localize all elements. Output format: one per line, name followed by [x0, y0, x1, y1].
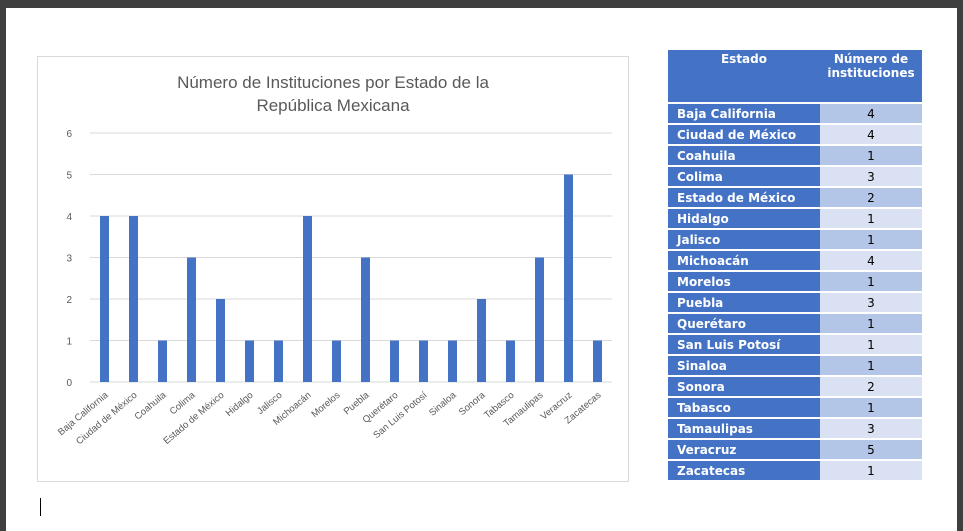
text-cursor [40, 498, 41, 516]
bar [274, 340, 283, 382]
table-cell-estado: Sinaloa [668, 356, 820, 375]
bar [332, 340, 341, 382]
table-header-row: Estado Número de instituciones [668, 50, 922, 102]
x-tick-label: Hidalgo [224, 390, 256, 419]
chart-title-line-1: Número de Instituciones por Estado de la [177, 73, 489, 92]
bar [448, 340, 457, 382]
table-cell-estado: Hidalgo [668, 209, 820, 228]
table-row: Estado de México 2 [668, 188, 922, 207]
chart-title-line-2: República Mexicana [256, 96, 410, 115]
bar-chart: 0 1 2 3 4 5 6 Baja California Ciudad de México Co… [37, 56, 629, 482]
table-cell-numero: 1 [820, 209, 922, 228]
table-cell-numero: 1 [820, 461, 922, 480]
y-tick-label: 2 [66, 295, 72, 306]
table-cell-numero: 3 [820, 167, 922, 186]
table-cell-estado: Zacatecas [668, 461, 820, 480]
table-cell-estado: Veracruz [668, 440, 820, 459]
table-row: Querétaro 1 [668, 314, 922, 333]
table-cell-numero: 2 [820, 188, 922, 207]
table-cell-numero: 1 [820, 335, 922, 354]
bar [506, 340, 515, 382]
table-cell-numero: 4 [820, 104, 922, 123]
bar [564, 174, 573, 382]
bar [361, 257, 370, 382]
table-cell-estado: Jalisco [668, 230, 820, 249]
table-cell-numero: 1 [820, 146, 922, 165]
table-row: Michoacán 4 [668, 251, 922, 270]
bar [303, 216, 312, 382]
table-cell-estado: Sonora [668, 377, 820, 396]
x-tick-label: San Luis Potosí [371, 390, 429, 441]
table-row: Hidalgo 1 [668, 209, 922, 228]
table-cell-numero: 1 [820, 272, 922, 291]
table-cell-estado: Michoacán [668, 251, 820, 270]
table-cell-numero: 3 [820, 293, 922, 312]
table-row: Sonora 2 [668, 377, 922, 396]
table-cell-estado: Colima [668, 167, 820, 186]
table-cell-estado: Estado de México [668, 188, 820, 207]
table-row: San Luis Potosí 1 [668, 335, 922, 354]
table-body: Baja California 4 Ciudad de México 4 Coahuil… [668, 104, 922, 480]
bar [245, 340, 254, 382]
table-cell-estado: Baja California [668, 104, 820, 123]
table-row: Coahuila 1 [668, 146, 922, 165]
bar [100, 216, 109, 382]
table-cell-estado: Puebla [668, 293, 820, 312]
x-tick-label: Coahuila [133, 389, 169, 422]
bar [187, 257, 196, 382]
chart-title: Número de Instituciones por Estado de la… [38, 71, 628, 117]
table-cell-estado: Querétaro [668, 314, 820, 333]
table-cell-numero: 1 [820, 356, 922, 375]
bar [158, 340, 167, 382]
table-cell-numero: 4 [820, 251, 922, 270]
table-row: Veracruz 5 [668, 440, 922, 459]
table-cell-numero: 1 [820, 398, 922, 417]
table-row: Tabasco 1 [668, 398, 922, 417]
bar [477, 299, 486, 382]
table-row: Baja California 4 [668, 104, 922, 123]
x-tick-label: Sinaloa [427, 389, 459, 418]
y-tick-label: 1 [66, 337, 72, 348]
table-cell-estado: Tamaulipas [668, 419, 820, 438]
institutions-table: Estado Número de instituciones Baja Cali… [668, 48, 922, 482]
table-row: Ciudad de México 4 [668, 125, 922, 144]
table-row: Colima 3 [668, 167, 922, 186]
bar [535, 257, 544, 382]
table-cell-estado: San Luis Potosí [668, 335, 820, 354]
x-tick-label: Morelos [309, 390, 342, 420]
table-row: Morelos 1 [668, 272, 922, 291]
header-estado: Estado [668, 50, 820, 102]
bar [390, 340, 399, 382]
table-cell-numero: 1 [820, 230, 922, 249]
bar [216, 299, 225, 382]
table-cell-numero: 3 [820, 419, 922, 438]
y-tick-label: 5 [66, 171, 72, 182]
table-cell-estado: Coahuila [668, 146, 820, 165]
table-cell-numero: 2 [820, 377, 922, 396]
table-row: Sinaloa 1 [668, 356, 922, 375]
table-cell-numero: 4 [820, 125, 922, 144]
table-cell-estado: Ciudad de México [668, 125, 820, 144]
bar [593, 340, 602, 382]
y-tick-label: 6 [66, 129, 72, 140]
table-row: Jalisco 1 [668, 230, 922, 249]
table-cell-estado: Tabasco [668, 398, 820, 417]
table-cell-numero: 1 [820, 314, 922, 333]
header-numero: Número de instituciones [820, 50, 922, 102]
bar [419, 340, 428, 382]
table-cell-estado: Morelos [668, 272, 820, 291]
y-tick-label: 4 [66, 212, 72, 223]
table-cell-numero: 5 [820, 440, 922, 459]
y-tick-label: 3 [66, 254, 72, 265]
y-tick-label: 0 [66, 378, 72, 389]
table-row: Zacatecas 1 [668, 461, 922, 480]
table-row: Puebla 3 [668, 293, 922, 312]
table-row: Tamaulipas 3 [668, 419, 922, 438]
bar [129, 216, 138, 382]
